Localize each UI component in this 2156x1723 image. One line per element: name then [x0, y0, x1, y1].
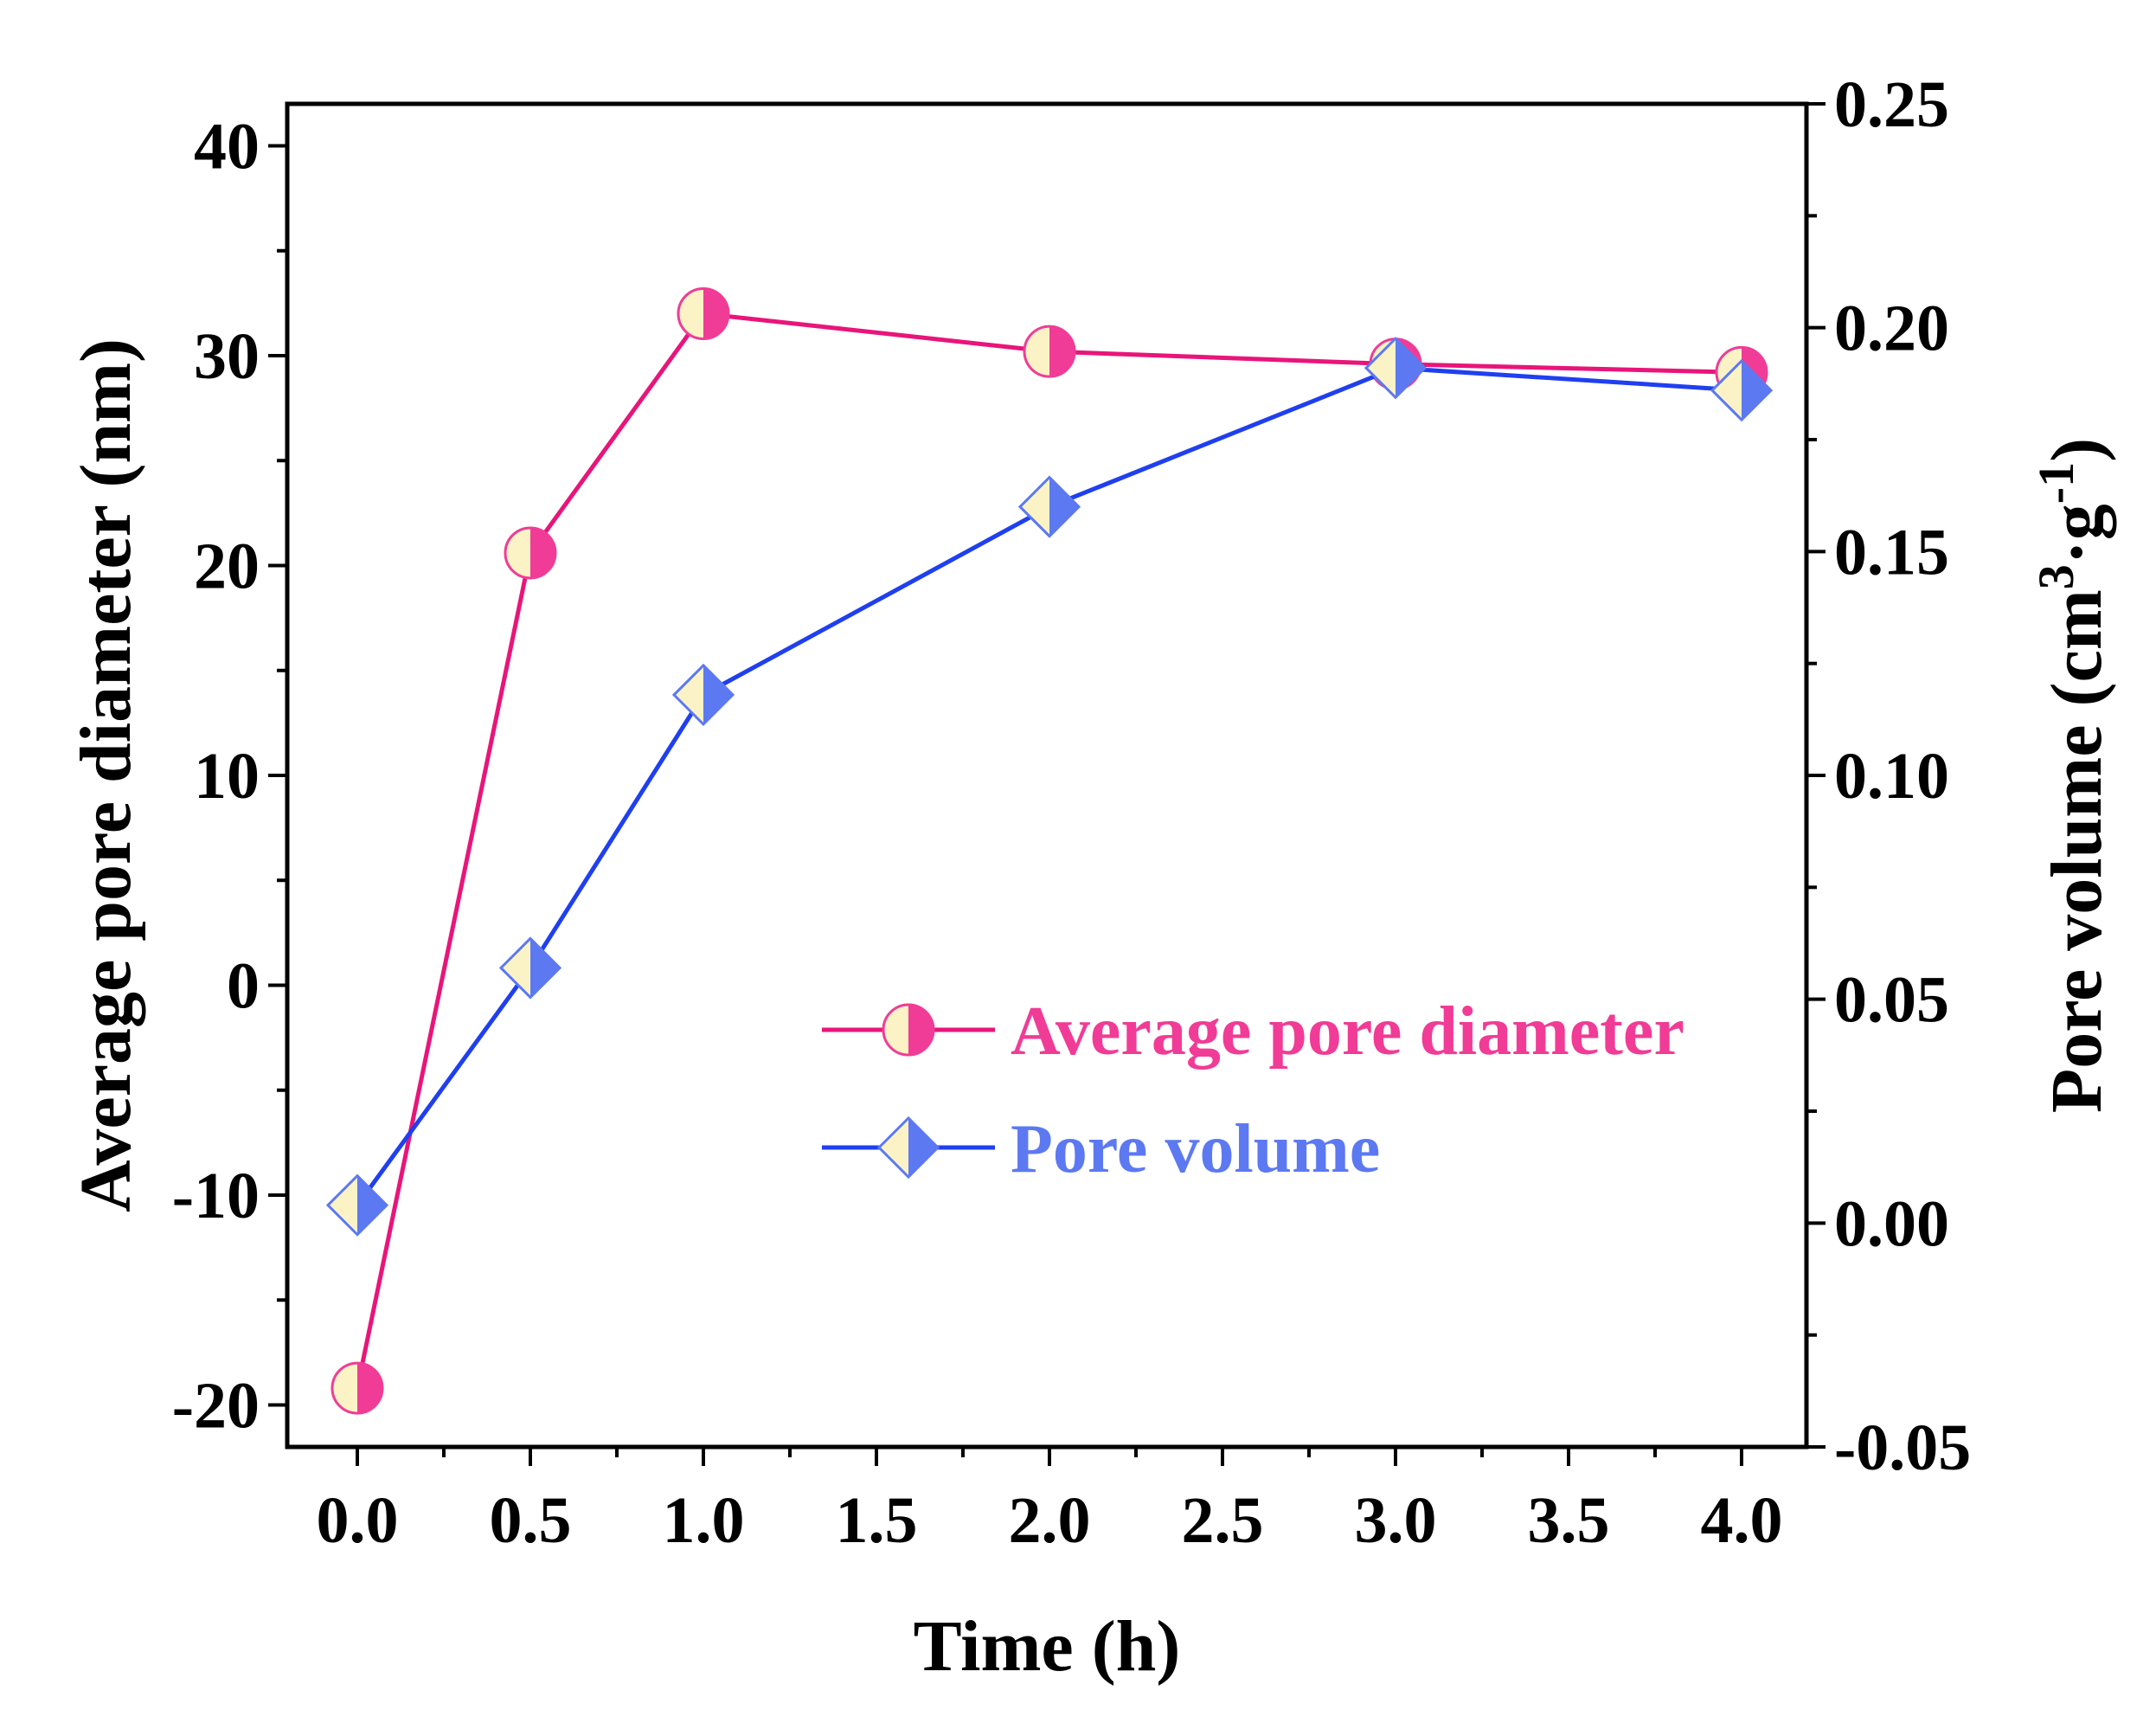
y-left-tick-label: -10 — [172, 1160, 260, 1232]
data-point-pore-volume — [1364, 337, 1428, 400]
y-left-tick-label: 40 — [194, 111, 260, 183]
data-point-pore-volume-outline — [1710, 358, 1774, 422]
data-point-pore-volume-right-half — [1742, 361, 1771, 421]
legend-symbol-left-half — [879, 1118, 908, 1177]
x-tick-label: 0.5 — [490, 1484, 572, 1557]
y-right-title-main: Pore volume (cm — [2037, 589, 2117, 1113]
data-point-average-pore-diameter-right-half — [1049, 326, 1075, 377]
legend-symbol-right-half — [908, 1005, 934, 1055]
x-tick-label: 2.0 — [1009, 1484, 1091, 1557]
data-point-pore-volume-right-half — [703, 665, 733, 724]
legend-label-pore-volume: Pore volume — [1011, 1111, 1380, 1187]
y-right-tick-label: -0.05 — [1834, 1411, 1971, 1484]
data-point-pore-volume-left-half — [1712, 361, 1742, 421]
x-tick-label: 1.5 — [836, 1484, 918, 1557]
y-right-title-mid: ·g — [2037, 504, 2117, 564]
data-point-pore-volume-outline — [1364, 337, 1428, 400]
data-point-pore-volume — [325, 1173, 389, 1237]
y-left-tick-label: 30 — [194, 320, 260, 393]
x-tick-label: 0.0 — [317, 1484, 399, 1557]
series-line-average-pore-diameter — [355, 312, 1742, 1389]
data-point-pore-volume — [498, 936, 562, 1000]
plot-frame — [285, 101, 1809, 1450]
data-point-average-pore-diameter-left-half — [1024, 326, 1049, 377]
data-point-pore-volume-left-half — [1020, 477, 1049, 537]
data-point-average-pore-diameter-outline — [677, 287, 730, 340]
y-right-title-end: ) — [2037, 438, 2117, 462]
data-point-pore-volume-left-half — [1366, 338, 1396, 398]
data-point-pore-volume-outline — [498, 936, 562, 1000]
y-right-tick-label: 0.05 — [1834, 964, 1949, 1037]
data-point-pore-volume-right-half — [1396, 338, 1425, 398]
series-layer — [325, 287, 1774, 1415]
y-left-axis-title: Average pore diameter (nm) — [66, 338, 146, 1212]
data-point-pore-volume-left-half — [674, 665, 703, 724]
legend-entry-average-pore-diameter: Average pore diameter — [822, 993, 1684, 1070]
data-point-pore-volume-outline — [325, 1173, 389, 1237]
data-point-average-pore-diameter-left-half — [332, 1363, 357, 1414]
y-left-tick-label: 20 — [194, 530, 260, 603]
legend-symbol-outline — [876, 1115, 940, 1180]
data-point-pore-volume — [1710, 358, 1774, 422]
y-right-tick-label: 0.25 — [1834, 68, 1949, 141]
data-point-pore-volume — [1017, 475, 1081, 538]
y-left-tick-label: 10 — [194, 740, 260, 813]
data-point-average-pore-diameter-outline — [504, 526, 557, 580]
data-point-pore-volume-right-half — [357, 1175, 387, 1235]
legend-label-average-pore-diameter: Average pore diameter — [1011, 993, 1684, 1070]
legend: Average pore diameter Pore volume — [822, 993, 1684, 1187]
data-point-average-pore-diameter-left-half — [505, 527, 530, 578]
data-point-average-pore-diameter-outline — [1023, 325, 1076, 378]
legend-marker-average-pore-diameter — [882, 1003, 935, 1057]
data-point-average-pore-diameter — [330, 1361, 384, 1415]
data-point-average-pore-diameter-left-half — [678, 288, 703, 339]
legend-symbol-right-half — [908, 1118, 938, 1177]
data-point-average-pore-diameter — [1023, 325, 1076, 378]
x-tick-label: 1.0 — [663, 1484, 745, 1557]
legend-symbol — [876, 1115, 940, 1180]
legend-entry-pore-volume: Pore volume — [822, 1111, 1380, 1187]
legend-marker-pore-volume — [876, 1115, 940, 1180]
y-left-tick-label: 0 — [227, 950, 260, 1023]
legend-symbol-outline — [882, 1003, 935, 1057]
y-left-axis-ticks: -20 -10 0 10 20 30 40 — [172, 111, 287, 1443]
y-right-title-sup-3: 3 — [2028, 564, 2084, 589]
data-point-pore-volume-outline — [671, 663, 735, 727]
data-point-average-pore-diameter-right-half — [703, 288, 728, 339]
y-right-title-sup-neg1: -1 — [2028, 462, 2084, 504]
data-point-pore-volume-left-half — [501, 938, 530, 998]
x-tick-label: 3.5 — [1528, 1484, 1610, 1557]
y-right-tick-label: 0.10 — [1834, 740, 1949, 813]
x-tick-label: 4.0 — [1701, 1484, 1783, 1557]
x-axis-ticks: 0.0 0.5 1.0 1.5 2.0 2.5 3.0 3.5 4.0 — [317, 1447, 1783, 1557]
y-right-tick-label: 0.15 — [1834, 516, 1949, 588]
data-point-average-pore-diameter — [504, 526, 557, 580]
data-point-pore-volume-right-half — [530, 938, 560, 998]
data-point-average-pore-diameter-right-half — [357, 1363, 382, 1414]
legend-symbol-left-half — [883, 1005, 908, 1055]
y-right-axis-ticks: -0.05 0.00 0.05 0.10 0.15 0.20 0.25 — [1806, 68, 1971, 1484]
y-left-tick-label: -20 — [172, 1370, 260, 1443]
data-point-pore-volume-outline — [1017, 475, 1081, 538]
data-point-average-pore-diameter — [677, 287, 730, 340]
data-point-pore-volume — [671, 663, 735, 727]
data-point-average-pore-diameter-right-half — [530, 527, 555, 578]
legend-symbol — [882, 1003, 935, 1057]
y-right-tick-label: 0.00 — [1834, 1187, 1949, 1260]
data-point-pore-volume-right-half — [1049, 477, 1079, 537]
y-right-tick-label: 0.20 — [1834, 293, 1949, 365]
series-line-pore-volume — [355, 365, 1742, 1207]
data-point-pore-volume-left-half — [328, 1175, 357, 1235]
data-point-average-pore-diameter-outline — [330, 1361, 384, 1415]
x-tick-label: 2.5 — [1182, 1484, 1264, 1557]
y-right-axis-title: Pore volume (cm3·g-1) — [2028, 438, 2118, 1113]
x-tick-label: 3.0 — [1355, 1484, 1437, 1557]
x-axis-title: Time (h) — [914, 1606, 1181, 1687]
